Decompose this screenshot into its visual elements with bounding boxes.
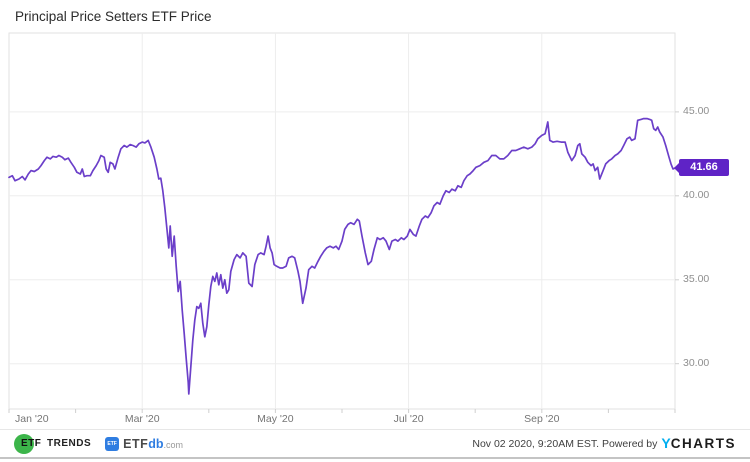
footer-logos: ETF TRENDS ETF ETFdb.com <box>14 433 183 454</box>
etfdb-db-text: db <box>148 436 164 451</box>
chart-title: Principal Price Setters ETF Price <box>15 9 212 24</box>
x-axis-tick-label: Sep '20 <box>524 413 560 425</box>
etfdb-logo[interactable]: ETF ETFdb.com <box>105 435 183 453</box>
current-price-value: 41.66 <box>690 161 718 174</box>
etf-trends-trends-text: TRENDS <box>47 438 92 449</box>
plot-border <box>8 32 676 410</box>
x-axis-tick-label: Jan '20 <box>15 413 49 425</box>
y-axis-tick-label: 45.00 <box>683 105 710 118</box>
y-axis-tick-label: 30.00 <box>683 357 710 370</box>
x-axis-tick-label: Mar '20 <box>124 413 160 425</box>
y-axis-tick-label: 40.00 <box>683 189 710 202</box>
ycharts-logo[interactable]: YCHARTS <box>661 435 736 453</box>
price-line <box>8 117 676 395</box>
footer-bar: ETF TRENDS ETF ETFdb.com Nov 02 2020, 9:… <box>0 429 750 459</box>
x-axis-tick-label: May '20 <box>257 413 294 425</box>
etf-trends-circle-icon <box>14 433 34 454</box>
timestamp-text: Nov 02 2020, 9:20AM EST. Powered by <box>472 437 658 450</box>
etfdb-etf-text: ETF <box>123 436 149 451</box>
etfdb-com-text: .com <box>163 439 184 450</box>
y-axis-tick-label: 35.00 <box>683 273 710 286</box>
footer-attribution: Nov 02 2020, 9:20AM EST. Powered by YCHA… <box>472 435 736 453</box>
badge-arrow-icon <box>674 162 679 173</box>
etf-trends-etf-text: ETF <box>21 437 42 449</box>
x-axis-tick-label: Jul '20 <box>393 413 424 425</box>
plot-region: 45.00 40.00 35.00 30.00 Jan '20 Mar '20 May '2… <box>0 0 750 430</box>
etfdb-square-icon: ETF <box>105 436 120 451</box>
ycharts-y-icon: Y <box>661 434 671 451</box>
current-price-badge: 41.66 <box>674 159 729 177</box>
ycharts-charts-text: CHARTS <box>670 435 736 451</box>
price-line-chart[interactable] <box>0 0 750 430</box>
etf-trends-logo[interactable]: ETF TRENDS <box>14 433 92 454</box>
